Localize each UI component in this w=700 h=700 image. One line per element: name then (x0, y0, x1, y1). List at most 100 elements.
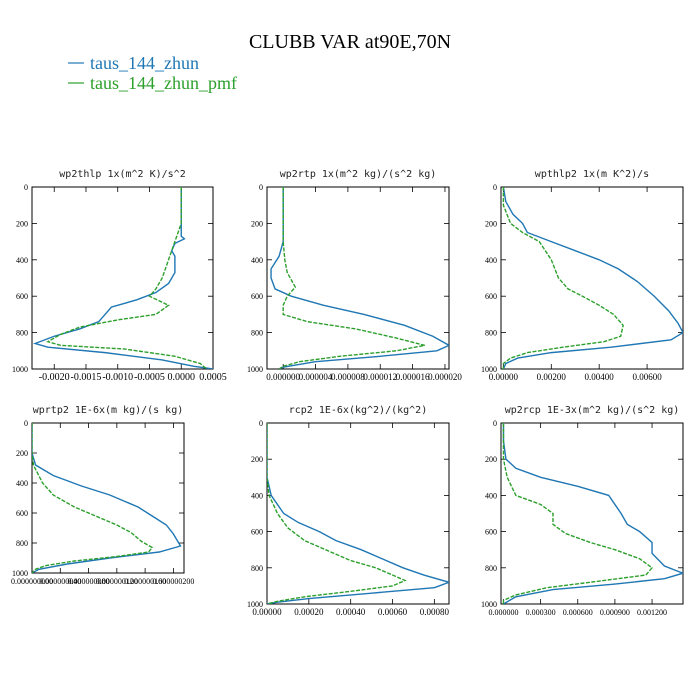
panel-0: wp2thlp 1x(m^2 K)/s^2 0 200 400 600 800 1000 -0… (12, 169, 227, 383)
y-tick-label: 400 (251, 256, 263, 265)
y-tick-label: 800 (251, 329, 263, 338)
panel-title: wp2rcp 1E-3x(m^2 kg)/(s^2 kg) (505, 405, 680, 416)
series-line-0 (502, 423, 683, 604)
x-tick-label: 0.000000120 (96, 577, 138, 586)
x-tick-label: 0.000300 (526, 608, 556, 617)
series-line-0 (32, 187, 213, 369)
x-tick-label: 0.000000 (488, 608, 518, 617)
panel-title: wp2thlp 1x(m^2 K)/s^2 (59, 169, 185, 180)
x-tick-label: -0.0015 (71, 372, 102, 383)
y-tick-label: 0 (24, 419, 28, 428)
x-tick-label: 0.000000000 (11, 577, 53, 586)
series-line-1 (502, 187, 624, 369)
x-tick-label: -0.0020 (39, 372, 70, 383)
x-tick-label: -0.0005 (134, 372, 165, 383)
y-tick-label: 200 (251, 455, 263, 464)
y-tick-label: 400 (16, 479, 28, 488)
y-tick-label: 600 (485, 528, 497, 537)
y-tick-label: 800 (485, 329, 497, 338)
page-legend: taus_144_zhun taus_144_zhun_pmf (68, 53, 237, 93)
y-tick-label: 1000 (247, 600, 263, 609)
y-tick-label: 200 (16, 449, 28, 458)
legend-label-1: taus_144_zhun_pmf (90, 73, 237, 93)
x-tick-label: 0.000600 (563, 608, 593, 617)
x-tick-label: 0.00020 (294, 607, 324, 617)
series-line-0 (32, 423, 182, 573)
panel-title: rcp2 1E-6x(kg^2)/(kg^2) (289, 405, 427, 416)
y-tick-label: 800 (485, 564, 497, 573)
x-tick-label: 0.000000 (266, 372, 300, 382)
y-tick-label: 200 (485, 219, 497, 228)
plot-frame (500, 186, 684, 370)
panel-title: wpthlp2 1x(m K^2)/s (535, 169, 649, 180)
y-tick-label: 200 (251, 219, 263, 228)
x-tick-label: 0.00400 (585, 372, 615, 382)
y-tick-label: 0 (259, 419, 263, 428)
x-tick-label: 0.00060 (378, 607, 408, 617)
x-tick-label: 0.000004 (299, 372, 333, 382)
x-tick-label: 0.00600 (632, 372, 662, 382)
y-tick-label: 1000 (12, 569, 28, 578)
panel-title: wprtp2 1E-6x(m kg)/(s kg) (33, 405, 184, 416)
y-tick-label: 600 (16, 292, 28, 301)
y-tick-label: 600 (251, 292, 263, 301)
x-tick-label: 0.000008 (331, 372, 365, 382)
x-tick-label: 0.000000200 (152, 577, 194, 586)
y-tick-label: 800 (16, 539, 28, 548)
panel-title: wp2rtp 1x(m^2 kg)/(s^2 kg) (280, 169, 437, 180)
y-tick-label: 800 (251, 564, 263, 573)
legend-label-0: taus_144_zhun (90, 53, 199, 73)
x-tick-label: 0.0005 (199, 372, 227, 383)
x-tick-label: 0.000016 (396, 372, 430, 382)
y-tick-label: 0 (259, 183, 263, 192)
y-tick-label: 0 (24, 183, 28, 192)
y-tick-label: 800 (16, 329, 28, 338)
plot-frame (266, 422, 450, 605)
panel-1: wp2rtp 1x(m^2 kg)/(s^2 kg) 0 200 400 600 800 1… (247, 169, 462, 382)
y-tick-label: 400 (251, 491, 263, 500)
y-tick-label: 200 (16, 219, 28, 228)
plot-frame (266, 186, 450, 370)
series-line-1 (267, 423, 407, 604)
x-tick-label: 0.00080 (420, 607, 450, 617)
x-tick-label: 0.00000 (252, 607, 282, 617)
y-tick-label: 600 (485, 292, 497, 301)
panel-5: wp2rcp 1E-3x(m^2 kg)/(s^2 kg) 0 200 400 600 8… (481, 405, 684, 617)
x-tick-label: 0.00200 (537, 372, 567, 382)
y-tick-label: 0 (493, 419, 497, 428)
series-line-0 (502, 187, 683, 369)
series-line-1 (502, 423, 654, 604)
x-tick-label: 0.00040 (336, 607, 366, 617)
series-line-1 (278, 187, 425, 369)
panel-2: wpthlp2 1x(m K^2)/s020040060080010000.00… (481, 169, 684, 382)
y-tick-label: 1000 (247, 365, 263, 374)
plot-frame (31, 422, 185, 574)
x-tick-label: -0.0010 (102, 372, 133, 383)
y-tick-label: 600 (251, 528, 263, 537)
series-line-1 (32, 423, 154, 573)
plot-frame (500, 422, 684, 605)
x-tick-label: 0.000900 (600, 608, 630, 617)
panel-3: wprtp2 1E-6x(m kg)/(s kg) 0 200 400 600 800 10… (11, 405, 194, 586)
panel-4: rcp2 1E-6x(kg^2)/(kg^2) 0 200 400 600 800 1000… (247, 405, 450, 617)
y-tick-label: 1000 (12, 365, 28, 374)
page-title: CLUBB VAR at90E,70N (249, 31, 451, 53)
x-tick-label: 0.000000040 (39, 577, 81, 586)
x-tick-label: 0.001200 (637, 608, 667, 617)
x-tick-label: 0.0000 (167, 372, 195, 383)
x-tick-label: 0.000012 (363, 372, 397, 382)
x-tick-label: 0.00000 (489, 372, 519, 382)
y-tick-label: 1000 (481, 600, 497, 609)
y-tick-label: 600 (16, 509, 28, 518)
y-tick-label: 1000 (481, 365, 497, 374)
plot-frame (31, 186, 214, 370)
x-tick-label: 0.000000160 (124, 577, 166, 586)
x-tick-label: 0.000020 (428, 372, 462, 382)
series-line-0 (270, 187, 449, 369)
y-tick-label: 200 (485, 455, 497, 464)
y-tick-label: 400 (485, 491, 497, 500)
y-tick-label: 400 (485, 256, 497, 265)
series-line-1 (46, 187, 208, 369)
x-tick-label: 0.000000080 (68, 577, 110, 586)
